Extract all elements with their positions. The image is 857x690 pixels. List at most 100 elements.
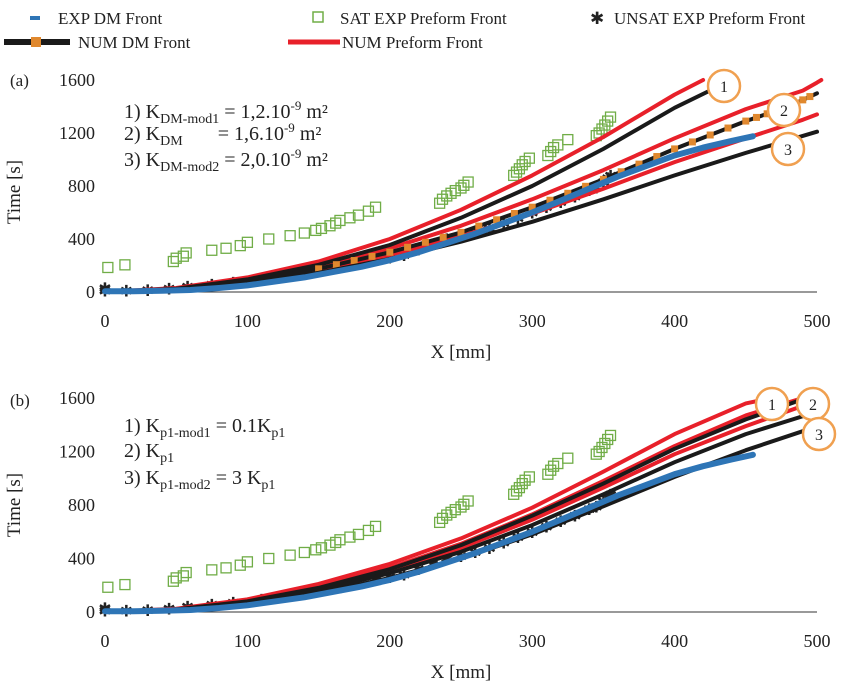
panel-b-x-tick-300: 300 bbox=[519, 631, 546, 651]
panel-a-sat-point-28 bbox=[458, 179, 470, 191]
panel-a-num-dm-curve-2-marker-7-2 bbox=[635, 160, 643, 168]
panel-a-sat-point-30 bbox=[508, 169, 520, 182]
panel-b-sat-point-14 bbox=[315, 542, 328, 554]
panel-a-sat-point-5 bbox=[180, 247, 192, 259]
panel-a-sat-point-8 bbox=[234, 239, 246, 252]
panel-a-num-dm-curve-2-marker-5-2 bbox=[493, 216, 501, 224]
panel-b-sat-point-39 bbox=[552, 457, 564, 470]
panel-a-num-dm-curve-2-marker-6-1 bbox=[546, 196, 554, 204]
panel-b-callout-3: 3 bbox=[801, 416, 837, 452]
panel-b-sat-point-30 bbox=[508, 488, 520, 500]
panel-a-sat-point-45 bbox=[602, 115, 614, 127]
panel-b: (b) Time [s] X [mm] 0 100 200 300 400 500 0 400… bbox=[4, 386, 837, 683]
panel-b-sat-point-1 bbox=[119, 578, 131, 591]
panel-b-sat-point-7 bbox=[220, 562, 232, 574]
panel-b-sat-point-34 bbox=[519, 474, 531, 486]
panel-a-x-tick-400: 400 bbox=[661, 311, 688, 331]
panel-a-sat-point-12 bbox=[298, 227, 311, 239]
panel-b-sat-point-8 bbox=[234, 559, 246, 571]
panel-a-num-dm-curve-2-marker-7-1 bbox=[617, 168, 625, 176]
panel-a-sat-point-2 bbox=[167, 255, 180, 268]
panel-a-num-dm-curve-2-marker-9-1 bbox=[752, 113, 760, 121]
panel-b-x-tick-200: 200 bbox=[376, 631, 403, 651]
panel-a-sat-point-7 bbox=[220, 242, 232, 254]
panel-a-sat-point-31 bbox=[510, 166, 523, 178]
panel-b-sat-point-31 bbox=[510, 485, 523, 497]
panel-a-annotation-line-1: 1) KDM-mod1 = 1,2.10-9 m² bbox=[124, 98, 328, 127]
svg-text:3: 3 bbox=[784, 142, 792, 159]
panel-a-num-dm-curve-2-marker-6-2 bbox=[564, 189, 572, 197]
panel-a-num-dm-curve-2-marker-6-3 bbox=[582, 182, 590, 190]
panel-a-sat-point-20 bbox=[362, 205, 375, 217]
panel-b-y-tick-400: 400 bbox=[68, 549, 95, 569]
panel-a-num-dm-curve-2-marker-5-0 bbox=[457, 228, 465, 236]
panel-a-num-dm-curve-2-marker-3-0 bbox=[315, 265, 323, 273]
panel-b-y-tick-1200: 1200 bbox=[59, 442, 95, 462]
legend-swatch-unsat: ✱ bbox=[590, 9, 604, 28]
panel-a-num-dm-curve-2-marker-4-3 bbox=[439, 233, 447, 241]
panel-b-annotation-line-2: 2) Kp1 bbox=[124, 440, 174, 466]
legend-label-unsat: UNSAT EXP Preform Front bbox=[614, 9, 806, 28]
panel-a-y-tick-800: 800 bbox=[68, 176, 95, 196]
panel-a-tag: (a) bbox=[10, 71, 29, 90]
panel-b-sat-point-43 bbox=[596, 441, 608, 454]
panel-a-num-dm-curve-2-marker-3-1 bbox=[332, 261, 340, 269]
panel-b-sat-point-22 bbox=[433, 516, 446, 529]
panel-a-sat-point-44 bbox=[599, 119, 611, 131]
legend-swatch-num-dm-marker bbox=[31, 37, 41, 47]
panel-a-num-dm-curve-2-marker-4-1 bbox=[404, 243, 412, 251]
panel-a-num-dm-curve-2-marker-7-3 bbox=[653, 153, 661, 161]
legend-label-num-preform: NUM Preform Front bbox=[342, 33, 483, 52]
svg-text:2: 2 bbox=[809, 397, 817, 414]
panel-a-sat-point-39 bbox=[552, 139, 564, 151]
panel-b-sat-point-38 bbox=[547, 460, 560, 472]
panel-a-num-dm-curve-2-marker-6-0 bbox=[528, 203, 536, 211]
panel-a-sat-point-14 bbox=[315, 222, 328, 235]
panel-a-x-tick-100: 100 bbox=[234, 311, 261, 331]
legend-item-exp-dm: EXP DM Front bbox=[30, 9, 162, 28]
panel-b-sat-point-4 bbox=[177, 570, 189, 582]
panel-a-num-dm-curve-2-marker-10-2 bbox=[799, 96, 807, 104]
panel-a-num-dm-curve-2-marker-4-2 bbox=[421, 238, 429, 246]
panel-b-sat-point-21 bbox=[369, 520, 382, 533]
panel-b-sat-point-11 bbox=[284, 549, 296, 561]
panel-b-num-dm-curve-3 bbox=[103, 426, 812, 614]
panel-a-annotation: 1) KDM-mod1 = 1,2.10-9 m² 2) KDM = 1,6.1… bbox=[124, 98, 328, 175]
panel-a-num-dm-curve-2-marker-8-0 bbox=[671, 145, 679, 153]
panel-b-sat-point-40 bbox=[562, 452, 574, 464]
legend-item-num-preform: NUM Preform Front bbox=[288, 33, 483, 52]
panel-a-num-dm-curve-2-marker-5-3 bbox=[510, 209, 518, 217]
panel-b-sat-point-37 bbox=[545, 464, 557, 476]
panel-a-num-dm-curve-2-marker-3-3 bbox=[368, 252, 376, 260]
svg-text:2: 2 bbox=[780, 103, 788, 120]
panel-b-sat-point-0 bbox=[102, 581, 114, 593]
panel-a-callout-3: 3 bbox=[770, 131, 806, 167]
panel-b-x-tick-500: 500 bbox=[804, 631, 831, 651]
panel-a-sat-point-33 bbox=[516, 159, 528, 171]
panel-b-sat-point-28 bbox=[458, 498, 470, 510]
panel-a-y-tick-0: 0 bbox=[86, 282, 95, 302]
panel-a-sat-point-22 bbox=[433, 197, 446, 209]
panel-b-exp-dm-front bbox=[102, 451, 756, 615]
panel-b-sat-point-16 bbox=[330, 536, 342, 549]
panel-b-sat-point-27 bbox=[455, 501, 467, 513]
panel-a-sat-point-40 bbox=[562, 133, 574, 146]
panel-a-sat-point-18 bbox=[344, 212, 356, 224]
legend-swatch-sat bbox=[312, 11, 324, 23]
legend: EXP DM Front SAT EXP Preform Front ✱ UNS… bbox=[4, 9, 806, 52]
panel-b-sat-point-6 bbox=[206, 564, 218, 576]
panel-a-sat-point-23 bbox=[436, 193, 449, 205]
panel-a-num-dm-curve-2-marker-4-0 bbox=[386, 248, 394, 256]
panel-a-sat-point-38 bbox=[547, 141, 560, 154]
panel-b-sat-point-46 bbox=[604, 429, 617, 442]
legend-label-num-dm: NUM DM Front bbox=[78, 33, 191, 52]
panel-a-xlabel: X [mm] bbox=[431, 342, 492, 363]
panel-b-callout-1: 1 bbox=[754, 386, 790, 422]
panel-a-annotation-line-2: 2) KDM = 1,6.10-9 m² bbox=[124, 120, 321, 149]
panel-a-sat-point-1 bbox=[119, 259, 131, 271]
panel-b-sat-point-44 bbox=[599, 437, 611, 450]
legend-item-unsat: ✱ UNSAT EXP Preform Front bbox=[590, 9, 806, 28]
panel-b-sat-point-9 bbox=[241, 556, 254, 568]
